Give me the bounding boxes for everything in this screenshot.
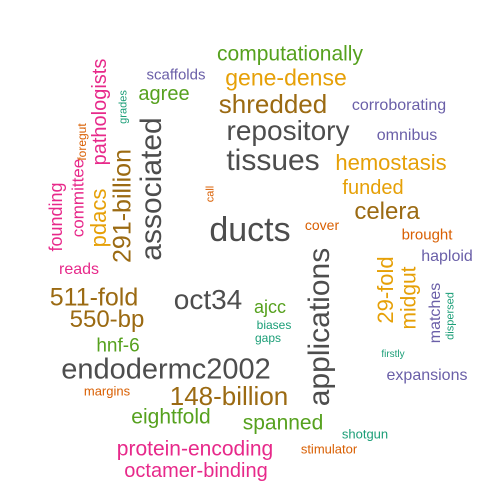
word-hnf-6: hnf-6 [96, 335, 140, 357]
word-eightfold: eightfold [131, 405, 211, 429]
word-grades: grades [117, 90, 130, 124]
word-expansions: expansions [386, 367, 468, 384]
word-148-billion: 148-billion [169, 381, 289, 411]
word-shredded: shredded [218, 89, 328, 119]
word-dispersed: dispersed [444, 292, 457, 340]
word-550-bp: 550-bp [69, 306, 145, 333]
word-ajcc: ajcc [253, 297, 287, 317]
word-omnibus: omnibus [376, 127, 438, 144]
word-endodermc2002: endodermc2002 [61, 353, 271, 386]
word-committee: committee [68, 158, 88, 238]
word-agree: agree [138, 83, 190, 105]
word-corroborating: corroborating [351, 97, 447, 114]
word-spanned: spanned [242, 411, 324, 435]
word-tissues: tissues [226, 144, 320, 177]
word-celera: celera [354, 198, 420, 225]
word-cover: cover [304, 217, 340, 233]
word-hemostasis: hemostasis [335, 150, 447, 175]
word-stimulator: stimulator [300, 441, 358, 457]
word-firstly: firstly [381, 349, 405, 360]
word-29-fold: 29-fold [373, 256, 398, 324]
word-shotgun: shotgun [341, 426, 389, 442]
word-associated: associated [135, 117, 168, 261]
word-brought: brought [401, 226, 453, 244]
word-call: call [204, 185, 217, 203]
word-gene-dense: gene-dense [225, 64, 347, 91]
word-511-fold: 511-fold [49, 283, 139, 312]
word-applications: applications [303, 247, 336, 407]
word-haploid: haploid [421, 248, 473, 265]
word-291-billion: 291-billion [108, 149, 137, 263]
word-scaffolds: scaffolds [146, 66, 206, 84]
word-octamer-binding: octamer-binding [124, 460, 268, 482]
word-ducts: ducts [209, 211, 291, 249]
word-reads: reads [58, 261, 100, 278]
word-computationally: computationally [217, 42, 363, 66]
word-funded: funded [342, 177, 404, 199]
word-founding: founding [46, 182, 66, 252]
word-gaps: gaps [254, 331, 282, 345]
word-margins: margins [83, 383, 131, 399]
word-protein-encoding: protein-encoding [116, 437, 274, 461]
word-biases: biases [256, 318, 292, 332]
word-repository: repository [226, 115, 350, 146]
word-pathologists: pathologists [89, 58, 111, 166]
word-midgut: midgut [397, 266, 421, 330]
word-oct34: oct34 [173, 284, 243, 315]
word-foregut: foregut [75, 123, 89, 161]
word-matches: matches [427, 282, 444, 344]
word-pdacs: pdacs [86, 188, 111, 248]
